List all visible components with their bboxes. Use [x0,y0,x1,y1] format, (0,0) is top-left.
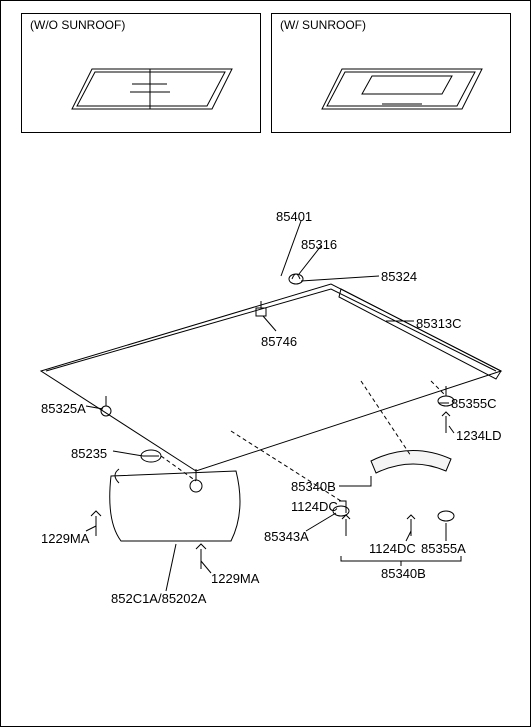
side-trim [339,289,501,379]
label-1229ma-b: 1229MA [211,571,259,586]
screw-1234ld [442,412,450,433]
label-85325a: 85325A [41,401,86,416]
label-1124dc-b: 1124DC [369,541,416,556]
label-85746: 85746 [261,334,297,349]
label-85340b-b: 85340B [381,566,426,581]
label-85201a: 852C1A/85202A [111,591,206,606]
label-85355c: 85355C [451,396,497,411]
cap-85355a [438,511,454,521]
screw-1229ma-left [91,511,101,536]
label-85340b: 85340B [291,479,336,494]
label-85235: 85235 [71,446,107,461]
label-1124dc: 1124DC [291,499,338,514]
assist-handle [371,450,451,473]
sun-visor [110,469,240,541]
label-85313c: 85313C [416,316,462,331]
screw-1124dc-right [407,515,415,536]
label-85401: 85401 [276,209,312,224]
headliner-panel [41,284,501,471]
clip-85316 [289,274,303,284]
screw-1124dc-left [342,515,350,536]
label-85316: 85316 [301,237,337,252]
label-85355a: 85355A [421,541,466,556]
label-85343a: 85343A [264,529,309,544]
label-85324: 85324 [381,269,417,284]
diagram-frame: (W/O SUNROOF) (W/ SUNROOF) [0,0,531,727]
label-1234ld: 1234LD [456,428,502,443]
exploded-diagram [1,1,531,728]
label-1229ma: 1229MA [41,531,89,546]
